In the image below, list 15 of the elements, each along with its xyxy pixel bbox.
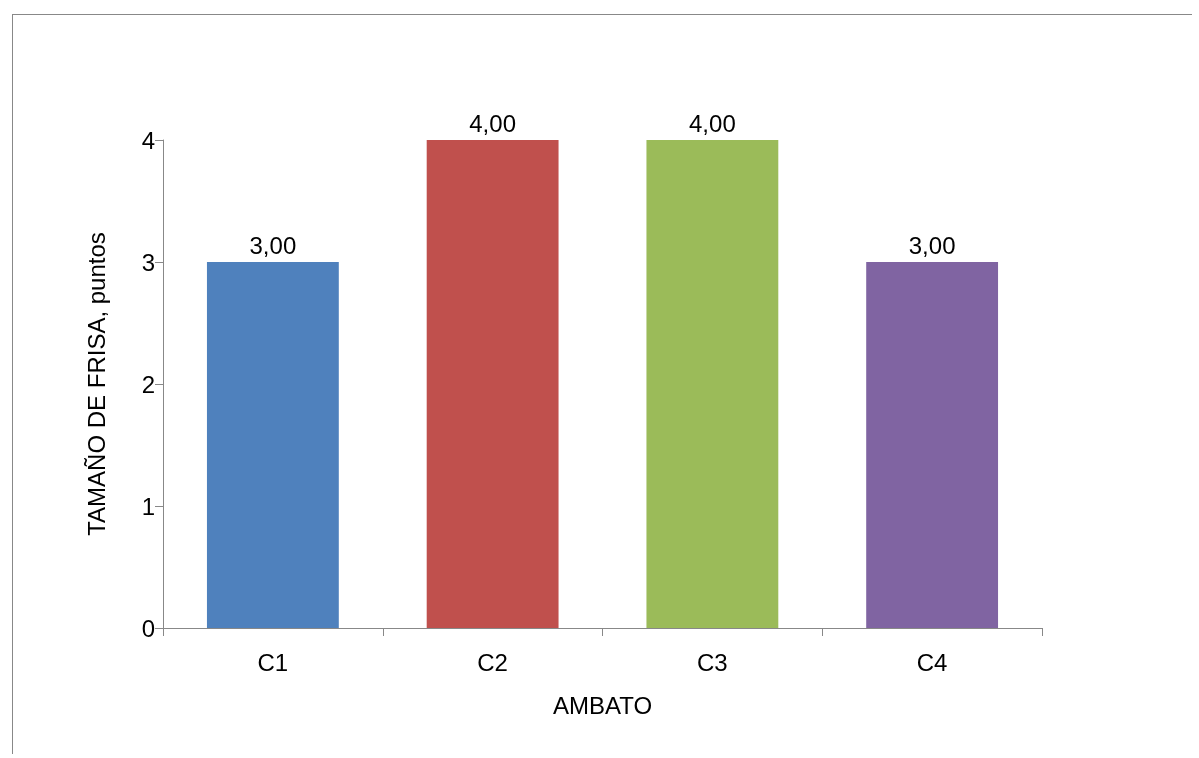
- y-axis-title: TAMAÑO DE FRISA, puntos: [82, 232, 110, 536]
- x-tick-label: C2: [477, 648, 508, 676]
- y-tick-label: 0: [141, 614, 155, 642]
- data-label: 4,00: [689, 109, 736, 137]
- x-tick-label: C1: [257, 648, 289, 676]
- x-axis-title: AMBATO: [552, 691, 653, 719]
- x-tick-label: C4: [916, 648, 948, 676]
- y-tick-label: 4: [141, 126, 155, 154]
- y-tick-label: 2: [141, 370, 155, 398]
- y-tick-label: 3: [141, 248, 155, 276]
- x-tick-label: C3: [697, 648, 728, 676]
- data-label: 3,00: [249, 231, 297, 259]
- y-tick-label: 1: [141, 492, 155, 520]
- data-label: 3,00: [908, 231, 956, 259]
- data-label: 4,00: [469, 109, 516, 137]
